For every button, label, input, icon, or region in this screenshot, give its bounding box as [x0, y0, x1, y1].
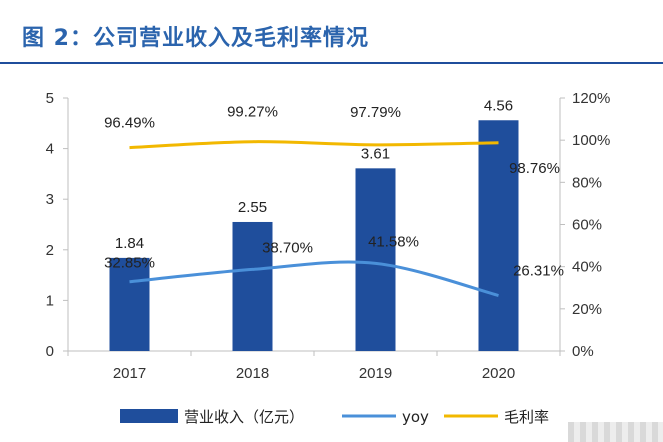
left-tick-label: 2 — [46, 242, 54, 259]
yoy-data-label: 38.70% — [262, 239, 313, 256]
yoy-data-label: 32.85% — [104, 255, 155, 272]
left-tick-label: 4 — [46, 141, 54, 158]
revenue-bar — [232, 221, 273, 351]
x-tick-label: 2019 — [359, 365, 392, 382]
revenue-data-label: 4.56 — [484, 97, 513, 114]
margin-data-label: 99.27% — [227, 104, 278, 121]
right-tick-label: 120% — [572, 90, 610, 107]
revenue-data-label: 3.61 — [361, 145, 390, 162]
right-tick-label: 100% — [572, 132, 610, 149]
title-bar: 图 2：公司营业收入及毛利率情况 — [0, 0, 663, 64]
revenue-bar — [355, 168, 396, 351]
left-tick-label: 0 — [46, 343, 54, 360]
right-tick-label: 80% — [572, 174, 602, 191]
figure-title: 图 2：公司营业收入及毛利率情况 — [22, 26, 369, 51]
legend-swatch-revenue — [120, 409, 178, 423]
revenue-data-label: 1.84 — [115, 235, 144, 252]
right-tick-label: 60% — [572, 217, 602, 234]
margin-data-label: 96.49% — [104, 115, 155, 132]
revenue-bar — [109, 257, 150, 351]
x-tick-label: 2020 — [482, 365, 515, 382]
legend-label-margin: 毛利率 — [504, 408, 549, 426]
yoy-data-label: 26.31% — [513, 263, 564, 280]
margin-data-label: 98.76% — [509, 160, 560, 177]
revenue-margin-chart: 0 1 2 3 4 5 0% 20% 40% 60% 80% 100% 120% 2017 2018 2019… — [46, 90, 611, 426]
right-tick-label: 20% — [572, 301, 602, 318]
revenue-bar — [478, 120, 519, 351]
yoy-data-label: 41.58% — [368, 233, 419, 250]
gross-margin-line — [129, 140, 499, 150]
left-tick-label: 5 — [46, 90, 54, 107]
legend-label-revenue: 营业收入（亿元） — [184, 408, 304, 426]
watermark-mosaic — [568, 422, 663, 442]
yoy-line — [129, 260, 499, 297]
left-tick-label: 1 — [46, 292, 54, 309]
revenue-data-label: 2.55 — [238, 199, 267, 216]
x-tick-label: 2018 — [236, 365, 269, 382]
right-tick-label: 40% — [572, 259, 602, 276]
legend-label-yoy: yoy — [402, 408, 429, 426]
margin-data-label: 97.79% — [350, 104, 401, 121]
left-tick-label: 3 — [46, 191, 54, 208]
x-tick-label: 2017 — [113, 365, 146, 382]
right-tick-label: 0% — [572, 343, 594, 360]
